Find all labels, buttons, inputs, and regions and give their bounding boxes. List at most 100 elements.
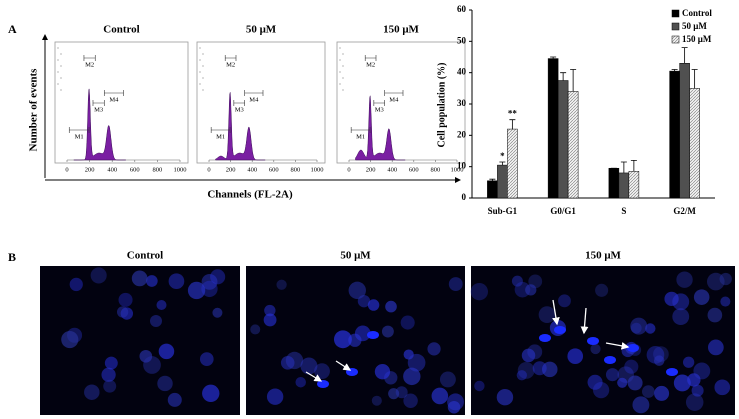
x-tick-label: 1000	[174, 166, 187, 173]
gate-label: M4	[109, 96, 119, 103]
annotation: *	[500, 151, 505, 161]
cell	[403, 367, 421, 386]
x-tick-label: 800	[291, 166, 301, 173]
cell	[407, 353, 426, 372]
cell	[400, 315, 415, 330]
image-title: 50 μM	[340, 250, 371, 262]
bar	[628, 171, 640, 199]
x-tick-label: 0	[207, 166, 210, 173]
cell	[374, 364, 391, 380]
error-bar	[691, 69, 698, 89]
cell	[514, 281, 531, 298]
error-bar	[509, 119, 516, 130]
gate-label: M3	[235, 106, 244, 113]
apoptotic-cell	[666, 368, 678, 376]
dot	[339, 59, 341, 61]
cell	[381, 325, 394, 338]
x-tick-label: 200	[85, 166, 95, 173]
cell	[691, 384, 704, 397]
gate-label: M2	[85, 61, 94, 68]
cell	[567, 348, 584, 364]
dot	[342, 53, 344, 55]
gate	[103, 90, 124, 96]
cell	[371, 395, 382, 406]
panel-title: 50 μM	[246, 24, 277, 36]
apoptotic-cell	[604, 356, 616, 364]
cell	[276, 279, 287, 290]
x-tick-label: 800	[153, 166, 163, 173]
cell	[250, 324, 261, 335]
x-tick-label: 200	[366, 166, 376, 173]
y-tick-label: 0	[462, 192, 467, 202]
x-tick-label: 600	[409, 166, 419, 173]
gate-label: M2	[226, 61, 235, 68]
cell	[403, 393, 418, 408]
x-tick-label: G2/M	[673, 206, 696, 216]
cell	[156, 299, 167, 311]
bar	[608, 167, 620, 199]
bar	[547, 58, 559, 199]
annotation: **	[508, 109, 518, 119]
cell	[143, 356, 161, 374]
cell	[104, 356, 118, 370]
cell	[641, 385, 655, 398]
cell	[90, 267, 107, 284]
cell	[403, 349, 414, 360]
cell	[470, 282, 489, 301]
bar	[689, 88, 700, 199]
cell	[706, 272, 725, 291]
cell	[653, 355, 665, 366]
cell	[202, 384, 220, 403]
error-bar	[550, 56, 557, 59]
apoptotic-cell	[367, 331, 379, 339]
cell	[69, 277, 83, 292]
bar	[669, 70, 680, 199]
histogram	[73, 88, 126, 161]
dot	[57, 59, 59, 61]
histogram-frame	[196, 41, 326, 164]
apoptotic-cell	[317, 380, 329, 388]
legend-swatch	[671, 35, 680, 44]
y-tick-label: 30	[457, 98, 467, 108]
gate-label: M1	[216, 133, 225, 140]
microscopy	[40, 266, 735, 415]
histogram	[355, 95, 406, 161]
error-bar	[681, 47, 688, 64]
x-tick-label: 600	[269, 166, 279, 173]
gate	[210, 127, 231, 133]
cell	[630, 322, 642, 334]
dot	[199, 83, 201, 85]
histogram-frame	[54, 41, 189, 164]
cell	[167, 392, 182, 407]
cell	[617, 377, 628, 388]
cell	[385, 300, 397, 313]
gate-label: M4	[249, 96, 259, 103]
cell	[300, 357, 318, 375]
x-tick-label: 800	[431, 166, 441, 173]
cell	[538, 306, 556, 324]
cell	[630, 317, 648, 335]
y-tick-label: 50	[457, 35, 467, 45]
apoptotic-cell	[587, 337, 599, 345]
error-bar	[499, 161, 506, 166]
dot	[339, 83, 341, 85]
x-tick-label: 400	[247, 166, 257, 173]
legend-label: 50 μM	[682, 21, 707, 31]
cell	[542, 361, 558, 378]
cell	[139, 349, 153, 363]
gate-label: M1	[356, 133, 365, 140]
y-tick-label: 40	[457, 67, 467, 77]
dot	[60, 65, 62, 67]
y-axis-label: Number of events	[28, 68, 40, 152]
y-axis-label: Cell population (%)	[436, 62, 447, 147]
cell	[157, 375, 173, 392]
cell	[516, 370, 527, 381]
cell	[685, 393, 704, 411]
micrograph	[471, 266, 735, 415]
cell	[672, 308, 690, 326]
dot	[202, 65, 204, 67]
bar	[679, 63, 690, 199]
arrows	[305, 299, 630, 382]
cell	[199, 352, 214, 366]
